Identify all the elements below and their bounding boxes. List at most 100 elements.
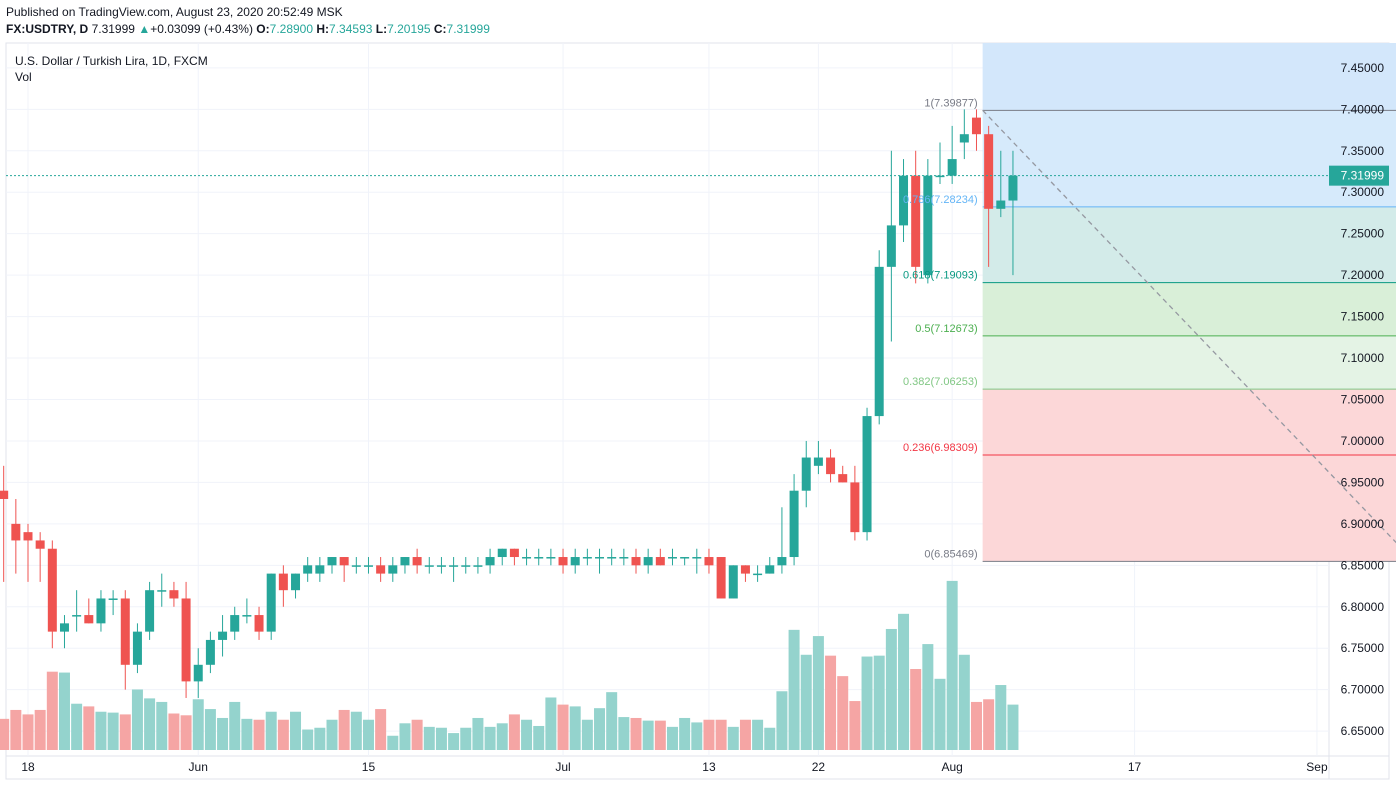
price-tick-label: 7.35000 (1341, 144, 1385, 158)
candle-body (157, 590, 167, 592)
last-price-tag-label: 7.31999 (1341, 169, 1385, 183)
candle-body (886, 225, 896, 267)
candle-body (96, 598, 106, 624)
volume-bar (34, 709, 46, 750)
close-label: C: (433, 22, 447, 36)
time-tick-label: 15 (362, 760, 376, 774)
volume-bar (460, 727, 472, 750)
time-tick-label: 22 (812, 760, 826, 774)
volume-bar (95, 711, 107, 750)
candle-body (923, 175, 933, 276)
candle-body (0, 490, 9, 499)
candle-body (899, 175, 909, 226)
price-axis[interactable]: 7.45000 7.40000 7.35000 7.30000 7.25000 7.200… (1341, 61, 1385, 738)
candle-body (826, 457, 836, 475)
symbol-label: FX:USDTRY, D (6, 22, 89, 36)
open-label: O: (256, 22, 270, 36)
fib-level-label: 0.618(7.19093) (903, 270, 978, 282)
candle-body (959, 134, 969, 143)
candle-body (813, 457, 823, 466)
volume-bar (825, 655, 837, 750)
volume-bar (411, 719, 423, 750)
volume-bar (314, 727, 326, 750)
candle-body (667, 557, 677, 559)
volume-bar (752, 719, 764, 750)
candle-body (473, 565, 483, 567)
volume-bar (448, 733, 460, 750)
candle-body (242, 615, 252, 617)
volume-bar (192, 699, 204, 750)
candle-body (436, 565, 446, 567)
candle-body (303, 565, 313, 574)
volume-bar (739, 719, 751, 750)
volume-bar (764, 727, 776, 750)
candle-body (850, 482, 860, 533)
price-tick-label: 7.15000 (1341, 310, 1385, 324)
volume-bar (642, 720, 654, 750)
volume-bar (71, 703, 83, 750)
volume-bar (326, 719, 338, 750)
volume-bar (727, 726, 739, 750)
volume-bar (776, 691, 788, 750)
high-value: 7.34593 (329, 22, 373, 36)
price-tick-label: 6.65000 (1341, 724, 1385, 738)
candle-body (655, 557, 665, 566)
fib-level-label: 0.5(7.12673) (915, 323, 977, 335)
price-tick-label: 6.85000 (1341, 558, 1385, 572)
candle-body (400, 557, 410, 566)
volume-bar (399, 723, 411, 750)
volume-bar (691, 722, 703, 750)
price-tick-label: 6.70000 (1341, 683, 1385, 697)
candle-body (132, 631, 142, 665)
volume-bar (849, 701, 861, 750)
volume-bar (654, 720, 666, 750)
price-tick-label: 7.00000 (1341, 434, 1385, 448)
candle-body (363, 565, 373, 567)
time-axis[interactable]: 18Jun15Jul1322Aug17Sep14Oct12 (21, 760, 1396, 774)
last-price-line: 7.31999 (6, 165, 1389, 186)
candle-body (181, 598, 191, 682)
volume-bar (873, 655, 885, 750)
candle-body (485, 557, 495, 566)
volume-bar (131, 689, 143, 750)
volume-bar (521, 719, 533, 750)
fib-level-label: 0.236(6.98309) (903, 442, 978, 454)
volume-bar (922, 644, 934, 750)
candle-body (753, 573, 763, 576)
published-note: Published on TradingView.com, August 23,… (6, 5, 343, 19)
volume-bar (630, 717, 642, 750)
fib-zone (982, 206, 1396, 283)
last-price-value: 7.31999 (91, 22, 135, 36)
volume-bar (204, 709, 216, 750)
fib-level-label: 0(6.85469) (924, 548, 977, 560)
volume-bar (46, 671, 58, 750)
fibonacci-labels: 1(7.39877) 0.786(7.28234) 0.618(7.19093) 0.… (903, 97, 978, 560)
price-tick-label: 6.90000 (1341, 517, 1385, 531)
candle-body (254, 615, 264, 632)
volume-bar (302, 729, 314, 750)
candle-body (412, 557, 422, 566)
fibonacci-retracement[interactable] (982, 43, 1396, 562)
up-triangle-icon: ▲ (138, 22, 151, 36)
candle-body (716, 557, 726, 599)
volume-bar (83, 706, 95, 750)
volume-label: Vol (15, 70, 32, 84)
candle-body (327, 557, 337, 566)
volume-bar (338, 709, 350, 750)
open-value: 7.28900 (269, 22, 314, 36)
volume-bar (995, 685, 1007, 750)
candle-body (862, 416, 872, 533)
fib-zone (982, 335, 1396, 390)
chart-title: U.S. Dollar / Turkish Lira, 1D, FXCM (15, 54, 208, 68)
volume-bar (606, 692, 618, 750)
fib-level-label: 0.786(7.28234) (903, 194, 978, 206)
time-tick-label: 18 (21, 760, 35, 774)
candle-body (546, 557, 556, 559)
candle-body (935, 175, 945, 178)
volume-bar (217, 717, 229, 750)
time-tick-label: Sep (1306, 760, 1328, 774)
candle-body (145, 590, 155, 632)
volume-bar (472, 717, 484, 750)
fib-level-label: 1(7.39877) (924, 97, 977, 109)
